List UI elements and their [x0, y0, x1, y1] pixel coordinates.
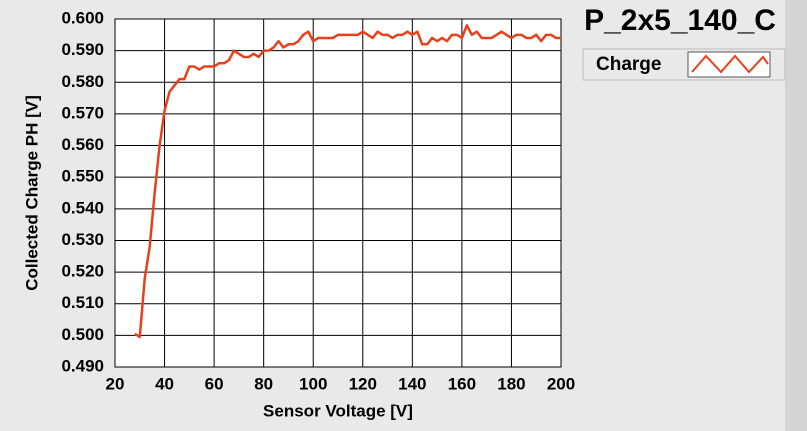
- y-tick-label: 0.520: [61, 262, 104, 281]
- chart-title: P_2x5_140_C: [584, 4, 776, 37]
- legend: Charge: [582, 48, 786, 81]
- y-tick-label: 0.530: [61, 230, 104, 249]
- y-tick-label: 0.560: [61, 135, 104, 154]
- y-tick-label: 0.500: [61, 325, 104, 344]
- legend-label: Charge: [596, 54, 661, 75]
- y-tick-label: 0.580: [61, 72, 104, 91]
- x-tick-label: 80: [254, 374, 273, 393]
- plot-border: [114, 18, 562, 368]
- y-tick-label: 0.540: [61, 198, 104, 217]
- x-tick-label: 180: [497, 374, 525, 393]
- x-tick-label: 160: [448, 374, 476, 393]
- x-tick-label: 60: [205, 374, 224, 393]
- x-tick-label: 140: [398, 374, 426, 393]
- y-tick-label: 0.510: [61, 293, 104, 312]
- x-tick-label: 120: [349, 374, 377, 393]
- x-tick-label: 40: [155, 374, 174, 393]
- plot-area: [115, 19, 561, 367]
- x-tick-label: 200: [547, 374, 575, 393]
- x-axis-title: Sensor Voltage [V]: [263, 401, 413, 420]
- y-tick-label: 0.600: [61, 8, 104, 27]
- legend-swatch-box: [687, 51, 771, 78]
- y-tick-label: 0.550: [61, 167, 104, 186]
- x-tick-label: 100: [299, 374, 327, 393]
- y-tick-label: 0.590: [61, 40, 104, 59]
- y-tick-label: 0.570: [61, 103, 104, 122]
- y-tick-label: 0.490: [61, 356, 104, 375]
- legend-swatch: [691, 54, 769, 74]
- side-strip: [785, 0, 807, 431]
- x-tick-label: 20: [106, 374, 125, 393]
- data-line: [134, 24, 561, 339]
- y-axis-title: Collected Charge PH [V]: [22, 95, 41, 291]
